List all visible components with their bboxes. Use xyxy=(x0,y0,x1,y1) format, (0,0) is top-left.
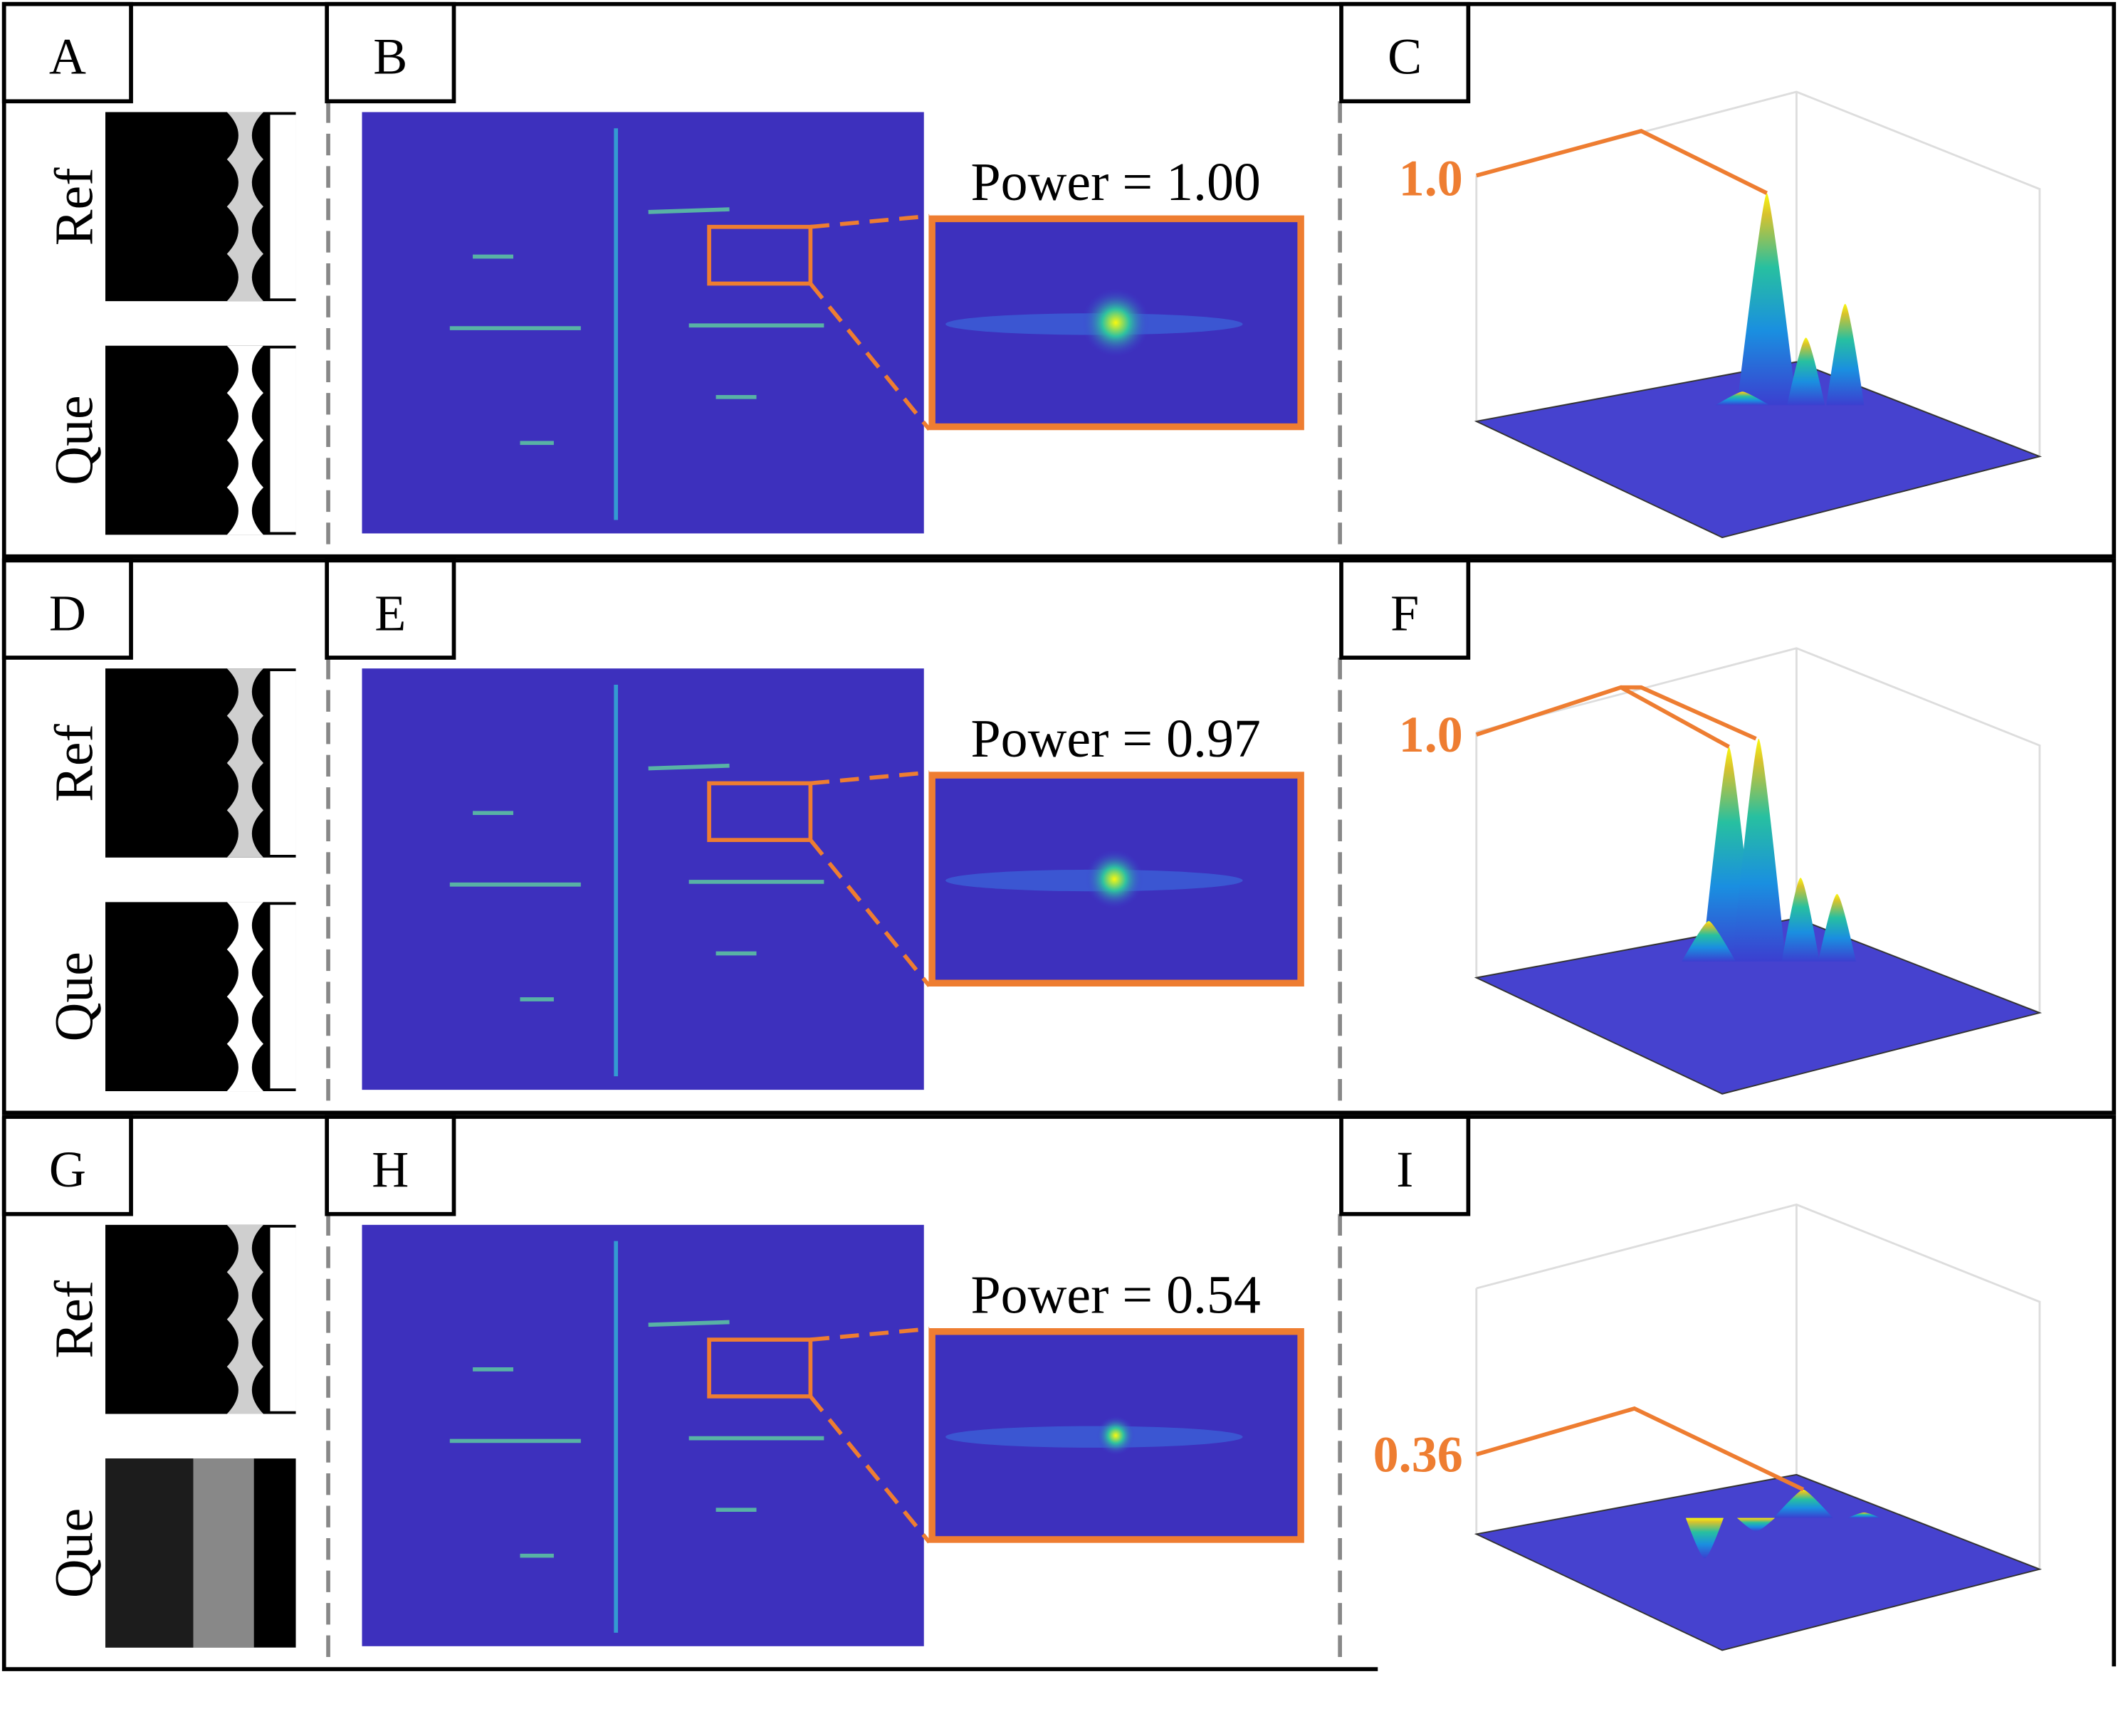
surface-peak xyxy=(1781,878,1820,962)
peak-pointer xyxy=(1475,685,1757,749)
zoom-connector xyxy=(809,214,931,431)
peak-pointer xyxy=(1476,129,1768,195)
power-label: Power = 0.97 xyxy=(970,709,1260,769)
surface-peak xyxy=(1773,1489,1833,1518)
row-frame xyxy=(1,558,2117,1115)
surface-peak xyxy=(1731,738,1786,962)
que-shape xyxy=(226,345,263,535)
que-label: Que xyxy=(44,1508,104,1598)
panel-label: I xyxy=(1396,1141,1413,1198)
que-band xyxy=(193,1458,254,1648)
ref-label: Ref xyxy=(44,1280,104,1358)
surface-peak xyxy=(1715,391,1770,406)
ref-image xyxy=(105,668,296,858)
surface-peak xyxy=(1818,894,1856,962)
surface-floor xyxy=(1474,361,2043,539)
que-edge xyxy=(270,905,296,1089)
surface-floor xyxy=(1474,917,2043,1095)
spectrum xyxy=(362,668,924,1090)
panel-label: G xyxy=(49,1141,86,1198)
surface-peak xyxy=(1826,303,1865,406)
spectrum-streak xyxy=(648,763,730,771)
ref-image xyxy=(105,112,296,302)
panel-label-box xyxy=(1339,1115,1471,1216)
surface-peak xyxy=(1847,1512,1881,1518)
power-label: Power = 0.54 xyxy=(970,1266,1260,1325)
panel-label-box xyxy=(1339,1,1471,104)
ref-edge xyxy=(270,1227,296,1411)
que-shape xyxy=(226,902,263,1092)
surface-walls xyxy=(1475,1203,2041,1571)
zoom-connector xyxy=(809,1327,931,1544)
spectrum xyxy=(362,112,924,534)
power-label: Power = 1.00 xyxy=(970,152,1260,212)
panel-label: D xyxy=(49,584,86,641)
peak-label: 1.0 xyxy=(1399,706,1463,763)
surface-peak xyxy=(1787,337,1825,406)
surface-peak xyxy=(1685,1517,1724,1559)
surface-floor xyxy=(1474,1473,2043,1651)
zoom-spot xyxy=(1085,850,1144,909)
panel-label-box xyxy=(1,1,133,104)
que-bg xyxy=(105,1458,194,1648)
row-frame xyxy=(1,1,2117,559)
que-edge xyxy=(270,348,296,532)
zoom-source xyxy=(707,781,813,842)
zoom-spot xyxy=(1096,1416,1136,1456)
panel-label: C xyxy=(1388,28,1422,85)
zoom-streak xyxy=(945,1426,1243,1448)
surface-walls xyxy=(1475,647,2041,1014)
panel-label: F xyxy=(1390,584,1419,641)
zoom-spot xyxy=(1081,288,1150,357)
peak-label: 1.0 xyxy=(1399,149,1463,206)
spectrum-streak xyxy=(648,1320,730,1327)
ref-label: Ref xyxy=(44,167,104,246)
que-label: Que xyxy=(44,952,104,1041)
panel-label-box xyxy=(325,1115,456,1216)
zoom-connector xyxy=(809,770,931,987)
que-image xyxy=(105,902,296,1092)
row: A B C Ref Que Power = 1.00 1.0 xyxy=(1,1,2117,559)
panel-label-box xyxy=(325,558,456,660)
ref-image xyxy=(105,1224,296,1414)
panel-label-box xyxy=(1,1115,133,1216)
ref-shape xyxy=(226,112,263,302)
row-frame xyxy=(1,1115,2117,1671)
ref-edge xyxy=(270,115,296,299)
spectrum-streak xyxy=(648,207,730,214)
zoom-source xyxy=(707,224,813,286)
surface-peak xyxy=(1736,193,1797,406)
ref-edge xyxy=(270,670,296,856)
panel-label: H xyxy=(372,1141,409,1198)
peak-pointer xyxy=(1475,1406,1805,1492)
row: D E F Ref Que Power = 0.97 1.0 xyxy=(1,558,2117,1115)
panel-label-box xyxy=(325,1,456,104)
spectrum xyxy=(362,1224,924,1646)
surface-peak xyxy=(1736,1517,1776,1532)
surface-walls xyxy=(1475,90,2041,458)
peak-label: 0.36 xyxy=(1373,1426,1463,1483)
surface-peak xyxy=(1682,920,1736,962)
que-image xyxy=(105,345,296,535)
panel-label: B xyxy=(373,28,407,85)
zoom-source xyxy=(707,1337,813,1399)
panel-label: A xyxy=(49,28,86,85)
row: G H I Ref Que Power = 0.54 0.36 xyxy=(1,1115,2117,1671)
ref-shape xyxy=(226,1224,263,1414)
que-label: Que xyxy=(44,395,104,485)
ref-shape xyxy=(226,668,263,858)
ref-label: Ref xyxy=(44,723,104,801)
panel-label-box xyxy=(1339,558,1471,660)
panel-label: E xyxy=(374,584,406,641)
panel-label-box xyxy=(1,558,133,660)
